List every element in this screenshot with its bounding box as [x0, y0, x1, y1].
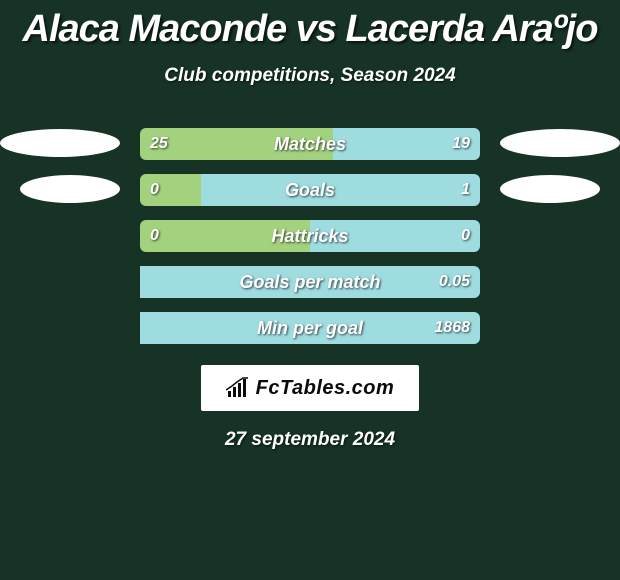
bar-left: [140, 220, 310, 252]
ellipse-left: [20, 175, 120, 203]
page-subtitle: Club competitions, Season 2024: [0, 65, 620, 87]
stat-row-goals: Goals01: [0, 173, 620, 207]
logo-text: FcTables.com: [256, 377, 395, 400]
bar-area: Goals01: [140, 174, 480, 206]
stat-row-matches: Matches2519: [0, 127, 620, 161]
ellipse-left: [0, 129, 120, 157]
bar-left: [140, 128, 333, 160]
page-title: Alaca Maconde vs Lacerda Araºjo: [0, 0, 620, 51]
ellipse-right: [500, 175, 600, 203]
comparison-infographic: Alaca Maconde vs Lacerda Araºjo Club com…: [0, 0, 620, 580]
ellipse-right: [500, 129, 620, 157]
bar-chart-icon: [226, 377, 250, 399]
bar-area: Hattricks00: [140, 220, 480, 252]
bar-right: [140, 312, 480, 344]
stat-row-hattricks: Hattricks00: [0, 219, 620, 253]
bar-left: [140, 174, 201, 206]
bar-right: [140, 266, 480, 298]
bar-area: Min per goal1868: [140, 312, 480, 344]
stat-rows: Matches2519 Goals01 Hattricks00 Goals per m…: [0, 127, 620, 345]
stat-row-mpg: Min per goal1868: [0, 311, 620, 345]
bar-area: Goals per match0.05: [140, 266, 480, 298]
bar-right: [310, 220, 480, 252]
stat-row-gpm: Goals per match0.05: [0, 265, 620, 299]
logo-box: FcTables.com: [201, 365, 419, 411]
bar-area: Matches2519: [140, 128, 480, 160]
bar-right: [333, 128, 480, 160]
bar-right: [201, 174, 480, 206]
page-date: 27 september 2024: [0, 429, 620, 451]
